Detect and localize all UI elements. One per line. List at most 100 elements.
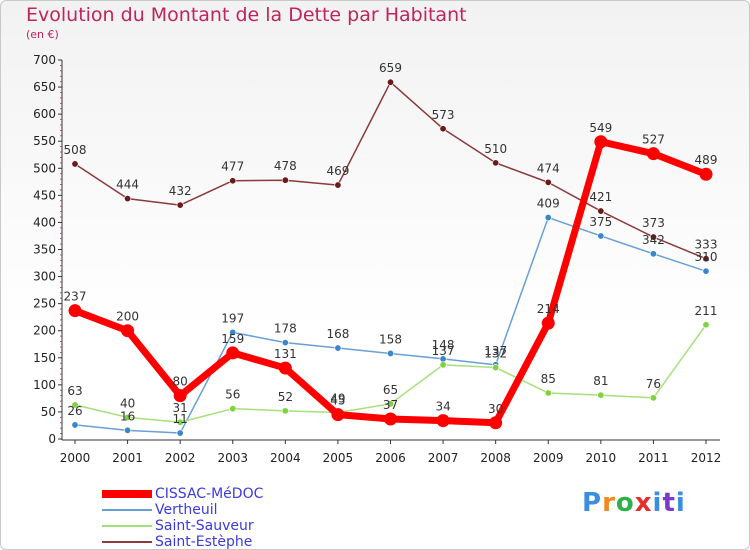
legend-label: CISSAC-MéDOC [155, 486, 264, 502]
legend-swatch [102, 541, 152, 543]
series-point-0 [489, 416, 503, 430]
y-tick-label: 700 [33, 53, 56, 67]
series-point-1 [702, 267, 710, 275]
data-label-3: 659 [379, 61, 402, 75]
data-label-0: 30 [488, 402, 503, 416]
series-point-1 [281, 339, 289, 347]
data-label-3: 444 [116, 178, 139, 192]
logo-letter: r [602, 488, 616, 518]
logo-letter: P [582, 488, 603, 518]
x-tick-label: 2009 [533, 451, 564, 465]
series-point-3 [281, 176, 289, 184]
x-tick-label: 2000 [60, 451, 91, 465]
legend-swatch [102, 490, 152, 498]
logo-letter: x [634, 488, 653, 518]
legend-swatch [102, 525, 152, 527]
series-point-1 [649, 250, 657, 258]
x-tick-label: 2010 [586, 451, 617, 465]
data-label-1: 137 [484, 344, 507, 358]
data-label-2: 52 [278, 390, 293, 404]
series-point-0 [173, 389, 187, 403]
data-label-0: 80 [173, 375, 188, 389]
data-label-2: 137 [432, 344, 455, 358]
series-point-2 [544, 389, 552, 397]
y-tick-label: 400 [33, 215, 56, 229]
x-tick-label: 2008 [480, 451, 511, 465]
data-label-1: 310 [695, 250, 718, 264]
data-label-0: 489 [695, 153, 718, 167]
data-label-3: 333 [695, 238, 718, 252]
series-point-1 [386, 349, 394, 357]
data-label-0: 131 [274, 347, 297, 361]
y-tick-label: 350 [33, 243, 56, 257]
series-point-3 [386, 78, 394, 86]
x-tick-label: 2004 [270, 451, 301, 465]
x-tick-label: 2006 [375, 451, 406, 465]
y-tick-label: 500 [33, 161, 56, 175]
data-label-1: 158 [379, 332, 402, 346]
data-label-2: 40 [120, 396, 135, 410]
series-point-3 [176, 201, 184, 209]
series-point-3 [229, 177, 237, 185]
y-tick-label: 600 [33, 107, 56, 121]
series-point-1 [124, 426, 132, 434]
data-label-1: 409 [537, 197, 560, 211]
series-point-3 [597, 207, 605, 215]
chart-title: Evolution du Montant de la Dette par Hab… [26, 4, 467, 26]
y-tick-label: 300 [33, 270, 56, 284]
data-label-1: 178 [274, 322, 297, 336]
series-point-0 [121, 324, 135, 338]
data-label-2: 85 [541, 372, 556, 386]
data-label-0: 527 [642, 133, 665, 147]
series-point-1 [334, 344, 342, 352]
series-point-2 [124, 413, 132, 421]
series-point-1 [229, 328, 237, 336]
logo-letter: t [662, 488, 676, 518]
x-tick-label: 2002 [165, 451, 196, 465]
series-point-2 [492, 364, 500, 372]
data-label-0: 37 [383, 398, 398, 412]
data-label-3: 508 [64, 143, 87, 157]
series-point-1 [544, 214, 552, 222]
x-tick-label: 2005 [323, 451, 354, 465]
series-point-0 [331, 408, 345, 422]
series-point-0 [278, 361, 292, 375]
data-label-0: 237 [64, 290, 87, 304]
logo-letter: i [652, 488, 663, 518]
series-point-1 [597, 232, 605, 240]
proxiti-logo: Proxiti [582, 488, 686, 518]
series-point-0 [594, 135, 608, 149]
series-point-3 [544, 178, 552, 186]
data-label-2: 132 [484, 347, 507, 361]
data-label-0: 549 [589, 121, 612, 135]
data-label-3: 469 [326, 164, 349, 178]
series-point-0 [436, 414, 450, 428]
data-label-2: 63 [67, 384, 82, 398]
data-label-3: 373 [642, 216, 665, 230]
data-label-0: 159 [221, 332, 244, 346]
data-label-3: 510 [484, 142, 507, 156]
legend-label: Saint-Sauveur [155, 518, 254, 534]
data-label-3: 432 [169, 184, 192, 198]
data-label-3: 573 [432, 108, 455, 122]
series-point-3 [702, 255, 710, 263]
data-label-1: 16 [120, 409, 135, 423]
legend-label: Vertheuil [155, 502, 218, 518]
data-label-2: 211 [695, 304, 718, 318]
series-line-3 [74, 81, 707, 260]
series-point-0 [226, 346, 240, 360]
series-point-2 [281, 407, 289, 415]
data-label-2: 56 [225, 388, 240, 402]
series-point-2 [229, 405, 237, 413]
series-point-0 [384, 412, 397, 426]
data-label-1: 11 [173, 412, 188, 426]
y-tick-label: 550 [33, 134, 56, 148]
y-tick-label: 150 [33, 351, 56, 365]
data-label-1: 375 [589, 215, 612, 229]
series-point-2 [71, 401, 79, 409]
data-label-0: 34 [435, 400, 450, 414]
series-point-0 [68, 304, 82, 318]
series-point-2 [176, 418, 184, 426]
data-label-1: 342 [642, 233, 665, 247]
